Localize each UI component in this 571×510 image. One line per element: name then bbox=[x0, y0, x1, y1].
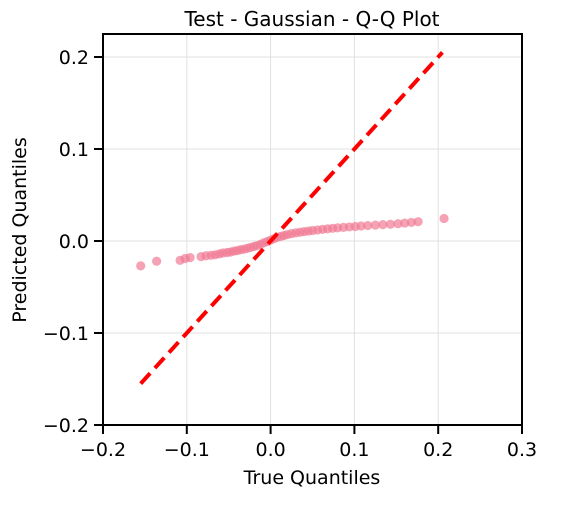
y-tick-label: 0.2 bbox=[59, 47, 89, 69]
qq-point bbox=[378, 220, 388, 230]
x-tick-label: 0.0 bbox=[255, 439, 285, 461]
qq-point bbox=[136, 261, 146, 271]
y-tick-label: 0.0 bbox=[59, 231, 89, 253]
qq-point bbox=[185, 252, 195, 263]
x-tick-label: 0.2 bbox=[423, 439, 453, 461]
x-tick-label: −0.1 bbox=[164, 439, 210, 461]
scatter-points bbox=[136, 213, 449, 271]
qq-point bbox=[370, 220, 380, 230]
qq-point bbox=[406, 217, 416, 228]
qq-point bbox=[413, 217, 423, 227]
x-axis-label: True Quantiles bbox=[243, 467, 381, 489]
qq-point bbox=[385, 219, 396, 229]
chart-title: Test - Gaussian - Q-Q Plot bbox=[183, 7, 439, 31]
y-tick-label: −0.2 bbox=[43, 415, 89, 437]
qq-point bbox=[400, 218, 410, 228]
qq-point bbox=[363, 220, 373, 231]
reference-line bbox=[139, 51, 444, 385]
plot-frame bbox=[102, 33, 523, 426]
x-tick-label: −0.2 bbox=[80, 439, 126, 461]
y-tick-label: 0.1 bbox=[59, 139, 89, 161]
x-axis-ticks: −0.2 −0.1 0.0 0.1 0.2 0.3 bbox=[80, 425, 537, 461]
qq-point bbox=[152, 256, 162, 266]
qq-point bbox=[393, 219, 403, 229]
y-axis-ticks: −0.2 −0.1 0.0 0.1 0.2 bbox=[43, 47, 103, 437]
y-axis-label: Predicted Quantiles bbox=[9, 137, 31, 323]
qq-point bbox=[439, 213, 449, 224]
qq-point bbox=[356, 221, 366, 231]
y-tick-label: −0.1 bbox=[43, 323, 89, 345]
x-tick-label: 0.3 bbox=[507, 439, 537, 461]
reference-line-segment bbox=[139, 51, 444, 385]
x-tick-label: 0.1 bbox=[339, 439, 369, 461]
